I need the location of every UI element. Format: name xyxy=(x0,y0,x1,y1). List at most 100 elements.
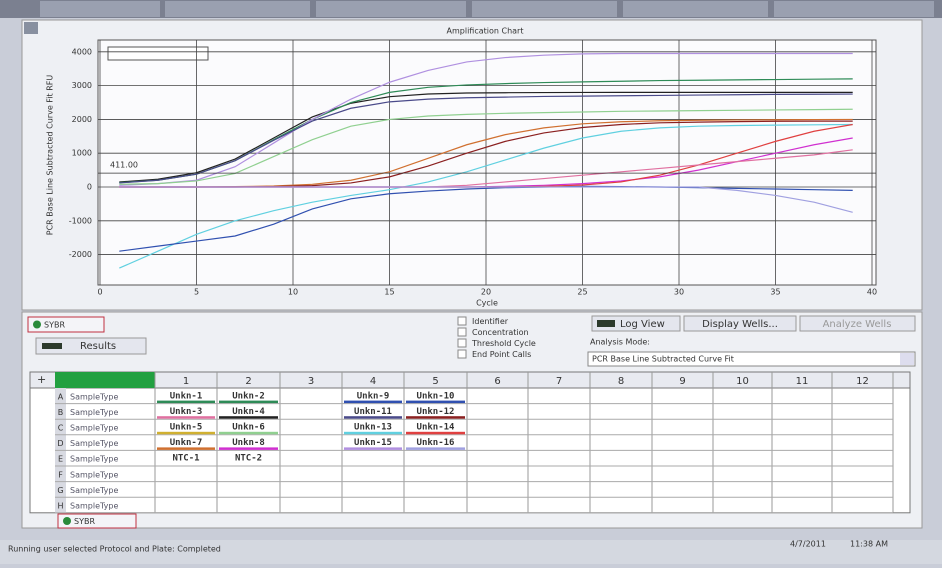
column-header: 8 xyxy=(618,376,624,387)
row-letter: A xyxy=(58,392,64,401)
sample-type: SampleType xyxy=(70,455,118,464)
tab[interactable] xyxy=(472,1,617,17)
well-label: Unkn-13 xyxy=(354,423,392,433)
x-tick-label: 5 xyxy=(194,288,199,297)
log-view-icon xyxy=(597,320,615,327)
sample-type: SampleType xyxy=(70,486,118,495)
tab[interactable] xyxy=(774,1,934,17)
well-label: Unkn-2 xyxy=(232,391,265,401)
well-label: Unkn-16 xyxy=(417,438,455,448)
chart-title: Amplification Chart xyxy=(447,27,524,36)
plate-frame xyxy=(30,372,910,513)
checkbox[interactable] xyxy=(458,317,466,325)
well-label: Unkn-1 xyxy=(170,391,203,401)
column-header: 12 xyxy=(856,376,869,387)
well-label: Unkn-7 xyxy=(170,438,203,448)
results-label: Results xyxy=(80,341,116,352)
checkbox-label: End Point Calls xyxy=(472,350,531,359)
x-axis-label: Cycle xyxy=(476,299,498,308)
fluor-label: SYBR xyxy=(44,321,65,330)
x-tick-label: 40 xyxy=(867,288,877,297)
y-tick-label: -1000 xyxy=(69,216,92,225)
plate-tab-label: SYBR xyxy=(74,517,95,526)
row-letter: C xyxy=(58,424,64,433)
plate-corner xyxy=(55,372,155,388)
x-tick-label: 30 xyxy=(674,288,684,297)
analysis-mode-value: PCR Base Line Subtracted Curve Fit xyxy=(592,355,734,364)
status-time: 11:38 AM xyxy=(850,540,888,549)
column-header: 9 xyxy=(679,376,685,387)
plate-header-bg xyxy=(30,372,910,388)
row-letter: F xyxy=(58,470,63,479)
x-tick-label: 35 xyxy=(770,288,780,297)
y-tick-label: 3000 xyxy=(72,81,92,90)
well-label: Unkn-10 xyxy=(417,391,455,401)
row-letter: H xyxy=(57,502,63,511)
well-label: Unkn-14 xyxy=(417,423,456,433)
well-label: Unkn-8 xyxy=(232,438,265,448)
y-tick-label: 4000 xyxy=(72,47,92,56)
y-tick-label: 2000 xyxy=(72,115,92,124)
well-label: Unkn-12 xyxy=(417,407,455,417)
column-header: 6 xyxy=(494,376,500,387)
well-label: Unkn-3 xyxy=(170,407,203,417)
well-label: Unkn-5 xyxy=(170,423,203,433)
well-label: Unkn-15 xyxy=(354,438,392,448)
checkbox-label: Threshold Cycle xyxy=(471,339,536,348)
checkbox-label: Concentration xyxy=(472,328,529,337)
row-letter: D xyxy=(57,439,63,448)
sample-type: SampleType xyxy=(70,439,118,448)
dropdown-arrow[interactable] xyxy=(900,353,914,365)
checkbox[interactable] xyxy=(458,350,466,358)
tab[interactable] xyxy=(316,1,466,17)
checkbox[interactable] xyxy=(458,328,466,336)
results-icon xyxy=(42,343,62,349)
tab[interactable] xyxy=(623,1,768,17)
sample-type: SampleType xyxy=(70,470,118,479)
tab[interactable] xyxy=(165,1,310,17)
row-letter: B xyxy=(58,408,64,417)
column-header: 2 xyxy=(245,376,251,387)
x-tick-label: 0 xyxy=(97,288,102,297)
log-view-label: Log View xyxy=(620,319,665,330)
row-letter: E xyxy=(58,455,63,464)
checkbox-label: Identifier xyxy=(472,317,509,326)
column-header: 5 xyxy=(432,376,438,387)
tab[interactable] xyxy=(40,1,160,17)
column-header: 1 xyxy=(183,376,189,387)
well-label: Unkn-9 xyxy=(357,391,390,401)
sample-type: SampleType xyxy=(70,424,118,433)
y-tick-label: 0 xyxy=(87,183,92,192)
threshold-label: 411.00 xyxy=(110,161,138,170)
x-tick-label: 10 xyxy=(288,288,298,297)
x-tick-label: 20 xyxy=(481,288,491,297)
sample-type: SampleType xyxy=(70,408,118,417)
well-label: Unkn-4 xyxy=(232,407,265,417)
column-header: 4 xyxy=(370,376,376,387)
column-header: 3 xyxy=(308,376,314,387)
app-window: Amplification Chart Cycle PCR Base Line … xyxy=(0,0,942,564)
row-letter: G xyxy=(57,486,63,495)
sample-type: SampleType xyxy=(70,392,118,401)
panel-button[interactable] xyxy=(24,22,38,34)
well-label: Unkn-11 xyxy=(354,407,392,417)
x-tick-label: 15 xyxy=(384,288,394,297)
status-message: Running user selected Protocol and Plate… xyxy=(8,545,221,554)
analyze-wells-label: Analyze Wells xyxy=(823,319,892,330)
well-label: NTC-2 xyxy=(235,454,262,464)
plot-area xyxy=(98,40,876,285)
display-wells-label: Display Wells... xyxy=(702,319,778,330)
y-axis-label: PCR Base Line Subtracted Curve Fit RFU xyxy=(46,75,55,236)
y-tick-label: -2000 xyxy=(69,250,92,259)
column-header: 7 xyxy=(556,376,562,387)
plate-expand: + xyxy=(37,373,46,386)
x-tick-label: 25 xyxy=(577,288,587,297)
column-header: 11 xyxy=(796,376,809,387)
well-label: Unkn-6 xyxy=(232,423,265,433)
checkbox[interactable] xyxy=(458,339,466,347)
y-tick-label: 1000 xyxy=(72,149,92,158)
status-date: 4/7/2011 xyxy=(790,540,826,549)
legend-box xyxy=(108,47,208,60)
well-label: NTC-1 xyxy=(172,454,199,464)
